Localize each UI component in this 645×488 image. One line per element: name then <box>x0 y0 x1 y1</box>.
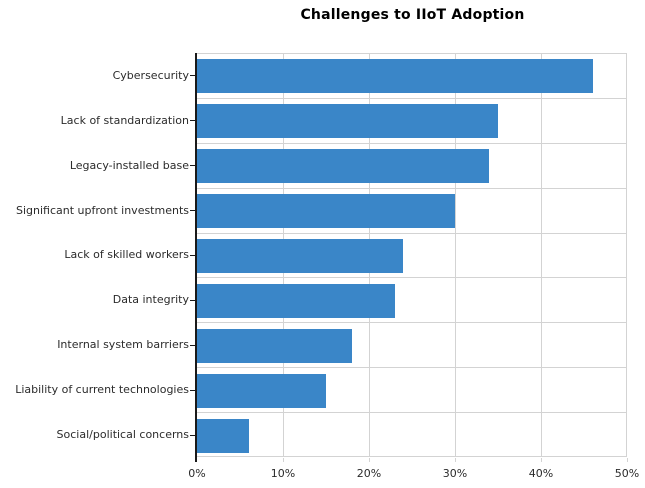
gridline-horizontal <box>197 188 627 189</box>
y-tick-mark <box>190 210 195 211</box>
bar-internal-system-barriers <box>197 329 352 363</box>
plot-border-right <box>626 53 627 457</box>
category-label: Data integrity <box>112 293 189 307</box>
bar-social-political-concerns <box>197 419 249 453</box>
y-tick-mark <box>190 75 195 76</box>
gridline-vertical <box>455 53 456 457</box>
bar-lack-of-skilled-workers <box>197 239 404 273</box>
gridline-horizontal <box>197 277 627 278</box>
category-label: Lack of standardization <box>60 113 189 127</box>
y-tick-mark <box>190 345 195 346</box>
x-tick-label: 30% <box>442 467 468 480</box>
x-tick-mark <box>627 458 628 462</box>
bar-cybersecurity <box>197 59 593 93</box>
x-axis-line <box>197 456 627 457</box>
gridline-horizontal <box>197 233 627 234</box>
bar-data-integrity <box>197 284 395 318</box>
category-label: Legacy-installed base <box>69 158 189 172</box>
y-tick-mark <box>190 435 195 436</box>
x-tick-mark <box>541 458 542 462</box>
gridline-horizontal <box>197 98 627 99</box>
category-label: Liability of current technologies <box>15 383 189 397</box>
gridline-horizontal <box>197 412 627 413</box>
x-tick-label: 40% <box>528 467 554 480</box>
x-tick-mark <box>369 458 370 462</box>
bar-legacy-installed-base <box>197 149 490 183</box>
category-label: Significant upfront investments <box>15 203 189 217</box>
category-label: Social/political concerns <box>56 428 189 442</box>
gridline-horizontal <box>197 367 627 368</box>
category-label: Cybersecurity <box>112 68 189 82</box>
x-tick-label: 10% <box>270 467 296 480</box>
x-tick-mark <box>455 458 456 462</box>
bar-liability-of-current-technologies <box>197 374 326 408</box>
chart-title: Challenges to IIoT Adoption <box>300 7 525 23</box>
plot-area <box>197 53 627 457</box>
y-tick-mark <box>190 165 195 166</box>
y-tick-mark <box>190 255 195 256</box>
gridline-horizontal <box>197 143 627 144</box>
gridline-horizontal <box>197 322 627 323</box>
bar-lack-of-standardization <box>197 104 498 138</box>
y-tick-mark <box>190 390 195 391</box>
x-tick-mark <box>283 458 284 462</box>
plot-border-top <box>197 53 627 54</box>
y-axis-spine <box>195 53 197 462</box>
y-tick-mark <box>190 300 195 301</box>
bar-significant-upfront-investments <box>197 194 455 228</box>
x-tick-label: 50% <box>614 467 640 480</box>
category-label: Internal system barriers <box>57 338 189 352</box>
y-tick-mark <box>190 120 195 121</box>
x-tick-label: 0% <box>188 467 206 480</box>
x-tick-label: 20% <box>356 467 382 480</box>
category-label: Lack of skilled workers <box>64 248 189 262</box>
gridline-vertical <box>541 53 542 457</box>
